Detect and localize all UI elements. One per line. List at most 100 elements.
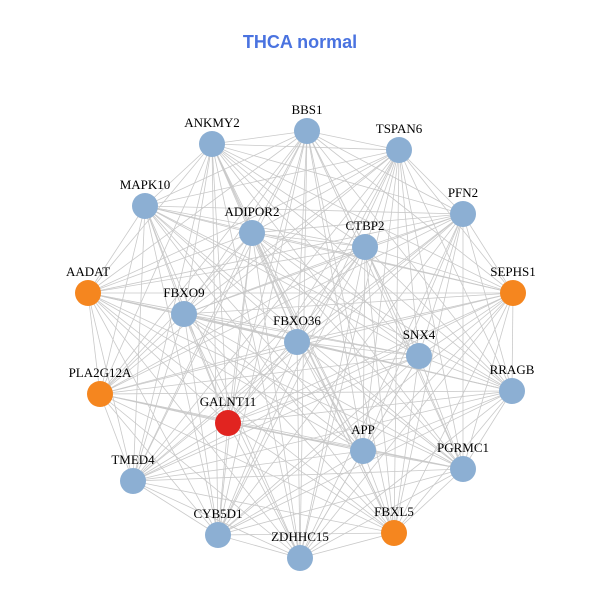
node-FBXO36 bbox=[284, 329, 310, 355]
node-TSPAN6 bbox=[386, 137, 412, 163]
edge-FBXO9-TMED4 bbox=[132, 313, 185, 482]
edge-PFN2-SEPHS1 bbox=[462, 213, 514, 294]
node-label-PLA2G12A: PLA2G12A bbox=[69, 365, 132, 380]
edge-BBS1-SEPHS1 bbox=[306, 130, 514, 294]
edge-FBXO36-FBXL5 bbox=[296, 341, 395, 534]
node-label-ANKMY2: ANKMY2 bbox=[184, 115, 240, 130]
edge-AADAT-SNX4 bbox=[87, 292, 420, 357]
edge-PLA2G12A-ZDHHC15 bbox=[99, 393, 301, 559]
edge-TSPAN6-CTBP2 bbox=[364, 149, 400, 248]
edge-BBS1-AADAT bbox=[87, 130, 308, 294]
edge-CTBP2-ZDHHC15 bbox=[299, 246, 366, 559]
node-PGRMC1 bbox=[450, 456, 476, 482]
edge-SEPHS1-RRAGB bbox=[511, 292, 514, 392]
node-label-PGRMC1: PGRMC1 bbox=[437, 440, 489, 455]
edge-ANKMY2-PFN2 bbox=[211, 143, 464, 215]
node-label-TSPAN6: TSPAN6 bbox=[376, 121, 423, 136]
node-ANKMY2 bbox=[199, 131, 225, 157]
edge-PLA2G12A-TMED4 bbox=[99, 393, 134, 482]
edge-GALNT11-TMED4 bbox=[132, 422, 229, 482]
edge-ADIPOR2-TMED4 bbox=[132, 232, 253, 482]
edge-TMED4-PGRMC1 bbox=[132, 468, 464, 482]
node-SNX4 bbox=[406, 343, 432, 369]
edge-RRAGB-TMED4 bbox=[132, 390, 513, 482]
edge-SEPHS1-FBXL5 bbox=[393, 292, 514, 534]
edge-FBXO9-CYB5D1 bbox=[183, 313, 219, 536]
node-CYB5D1 bbox=[205, 522, 231, 548]
edge-CTBP2-SEPHS1 bbox=[364, 246, 514, 294]
edge-CTBP2-FBXL5 bbox=[364, 246, 395, 534]
edge-BBS1-ANKMY2 bbox=[211, 130, 308, 145]
node-label-PFN2: PFN2 bbox=[448, 185, 478, 200]
edge-SEPHS1-FBXO9 bbox=[183, 292, 514, 315]
edge-APP-TMED4 bbox=[132, 450, 364, 482]
edge-CYB5D1-ZDHHC15 bbox=[217, 534, 301, 559]
edge-TSPAN6-FBXO36 bbox=[296, 149, 400, 343]
edge-ADIPOR2-FBXL5 bbox=[251, 232, 395, 534]
edge-FBXO36-APP bbox=[296, 341, 364, 452]
edge-BBS1-TMED4 bbox=[132, 130, 308, 482]
edge-TSPAN6-RRAGB bbox=[398, 149, 513, 392]
edge-CTBP2-SNX4 bbox=[364, 246, 420, 357]
edge-TSPAN6-FBXL5 bbox=[393, 149, 400, 534]
edge-SNX4-RRAGB bbox=[418, 355, 513, 392]
edge-MAPK10-TMED4 bbox=[132, 205, 146, 482]
edge-TSPAN6-AADAT bbox=[87, 149, 400, 294]
edge-BBS1-MAPK10 bbox=[144, 130, 308, 207]
node-label-CTBP2: CTBP2 bbox=[345, 218, 384, 233]
edge-SNX4-FBXL5 bbox=[393, 355, 420, 534]
node-TMED4 bbox=[120, 468, 146, 494]
edge-GALNT11-FBXL5 bbox=[227, 422, 395, 534]
edge-FBXO9-PLA2G12A bbox=[99, 313, 185, 395]
edge-CTBP2-AADAT bbox=[87, 246, 366, 294]
edge-GALNT11-ZDHHC15 bbox=[227, 422, 301, 559]
edge-MAPK10-FBXO36 bbox=[144, 205, 298, 343]
edge-MAPK10-PLA2G12A bbox=[99, 205, 146, 395]
edge-FBXO9-GALNT11 bbox=[183, 313, 229, 424]
edge-ANKMY2-PLA2G12A bbox=[99, 143, 213, 395]
edge-ADIPOR2-FBXO9 bbox=[183, 232, 253, 315]
edge-RRAGB-PGRMC1 bbox=[462, 390, 513, 470]
node-AADAT bbox=[75, 280, 101, 306]
edge-PFN2-ADIPOR2 bbox=[251, 213, 464, 234]
edge-SNX4-GALNT11 bbox=[227, 355, 420, 424]
edge-ANKMY2-CTBP2 bbox=[211, 143, 366, 248]
edge-PLA2G12A-PGRMC1 bbox=[99, 393, 464, 470]
edge-PFN2-FBXO9 bbox=[183, 213, 464, 315]
edge-MAPK10-AADAT bbox=[87, 205, 146, 294]
edge-AADAT-PGRMC1 bbox=[87, 292, 464, 470]
edge-CTBP2-CYB5D1 bbox=[217, 246, 366, 536]
edge-PGRMC1-CYB5D1 bbox=[217, 468, 464, 536]
edge-TSPAN6-ADIPOR2 bbox=[251, 149, 400, 234]
edge-PFN2-APP bbox=[362, 213, 464, 452]
edge-TSPAN6-PLA2G12A bbox=[99, 149, 400, 395]
node-BBS1 bbox=[294, 118, 320, 144]
edge-TSPAN6-FBXO9 bbox=[183, 149, 400, 315]
edge-PLA2G12A-RRAGB bbox=[99, 390, 513, 395]
edge-FBXO9-PGRMC1 bbox=[183, 313, 464, 470]
edge-FBXO9-APP bbox=[183, 313, 364, 452]
node-label-FBXO9: FBXO9 bbox=[163, 285, 204, 300]
edge-FBXO36-SNX4 bbox=[296, 341, 420, 357]
edge-MAPK10-CYB5D1 bbox=[144, 205, 219, 536]
node-label-ADIPOR2: ADIPOR2 bbox=[225, 204, 280, 219]
edge-PFN2-FBXL5 bbox=[393, 213, 464, 534]
edge-SEPHS1-TMED4 bbox=[132, 292, 514, 482]
edge-FBXO36-RRAGB bbox=[296, 341, 513, 392]
edge-AADAT-FBXL5 bbox=[87, 292, 395, 534]
edge-ANKMY2-PGRMC1 bbox=[211, 143, 464, 470]
edge-ADIPOR2-AADAT bbox=[87, 232, 253, 294]
edge-TSPAN6-TMED4 bbox=[132, 149, 400, 482]
node-label-TMED4: TMED4 bbox=[111, 452, 155, 467]
node-label-BBS1: BBS1 bbox=[291, 102, 322, 117]
edge-BBS1-TSPAN6 bbox=[306, 130, 400, 151]
edge-ANKMY2-SNX4 bbox=[211, 143, 420, 357]
edge-ADIPOR2-SNX4 bbox=[251, 232, 420, 357]
edge-BBS1-GALNT11 bbox=[227, 130, 308, 424]
edge-RRAGB-ZDHHC15 bbox=[299, 390, 513, 559]
edge-PFN2-AADAT bbox=[87, 213, 464, 294]
edge-ANKMY2-RRAGB bbox=[211, 143, 513, 392]
edge-TMED4-CYB5D1 bbox=[132, 480, 219, 536]
